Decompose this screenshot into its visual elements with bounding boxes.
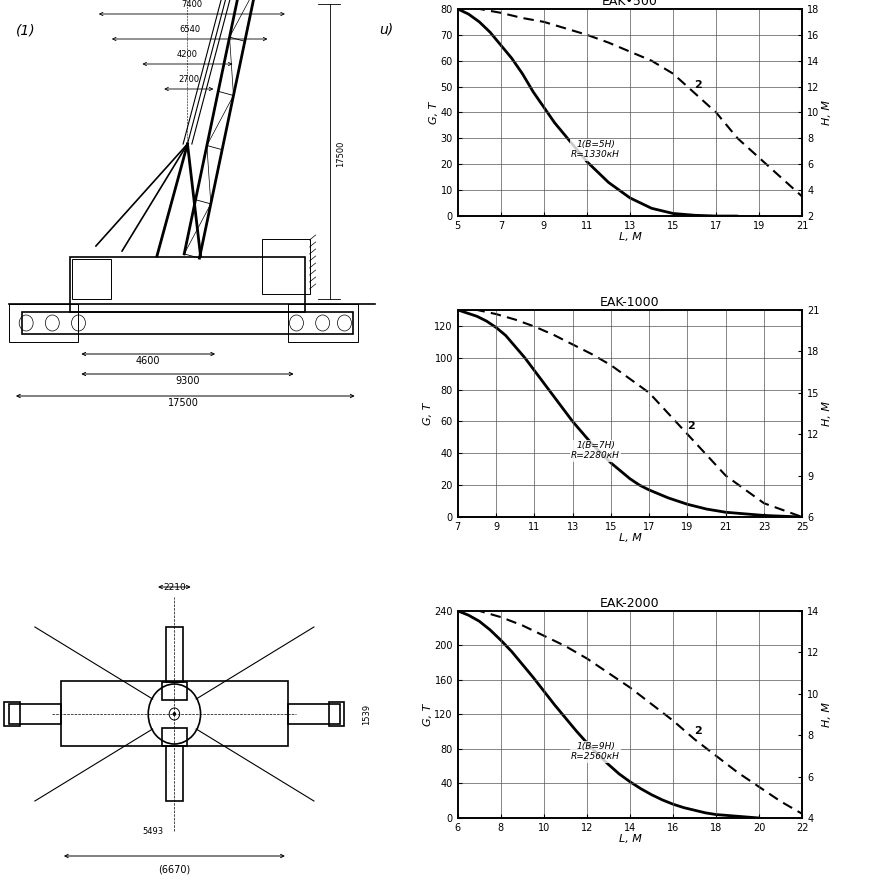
X-axis label: L, M: L, M: [618, 534, 642, 544]
Bar: [9, 704, 61, 724]
Title: EAK-1000: EAK-1000: [600, 296, 660, 308]
Text: 1(B=5H)
R=1330кН: 1(B=5H) R=1330кН: [571, 140, 620, 159]
Text: 2: 2: [687, 421, 695, 431]
Text: 2: 2: [695, 726, 702, 736]
Text: 6540: 6540: [179, 25, 201, 34]
Text: 9300: 9300: [175, 376, 200, 386]
Y-axis label: G, T: G, T: [423, 402, 433, 425]
Bar: [166, 746, 183, 801]
Bar: [166, 627, 183, 682]
Bar: [22, 312, 353, 334]
Bar: [4, 702, 20, 726]
Text: 5493: 5493: [142, 826, 163, 836]
Text: (1): (1): [16, 24, 36, 38]
Text: 1539: 1539: [362, 704, 371, 724]
Y-axis label: H, M: H, M: [822, 401, 832, 426]
Bar: [162, 728, 187, 746]
Bar: [262, 239, 310, 294]
Text: 7400: 7400: [181, 0, 202, 9]
X-axis label: L, M: L, M: [618, 232, 642, 242]
Text: 1(B=9H)
R=2560кН: 1(B=9H) R=2560кН: [571, 742, 620, 762]
Title: EAK•500: EAK•500: [602, 0, 658, 8]
Text: 4600: 4600: [136, 356, 160, 366]
Y-axis label: H, M: H, M: [822, 702, 832, 727]
Bar: [288, 704, 340, 724]
Text: 4200: 4200: [177, 50, 198, 59]
Bar: [61, 681, 288, 746]
Text: 1(B=7H)
R=2280кН: 1(B=7H) R=2280кН: [571, 441, 620, 460]
Bar: [9, 304, 78, 342]
Bar: [72, 259, 111, 299]
Y-axis label: H, M: H, M: [822, 100, 832, 125]
X-axis label: L, M: L, M: [618, 834, 642, 844]
Text: 17500: 17500: [167, 398, 199, 408]
Y-axis label: G, T: G, T: [423, 704, 433, 726]
Text: 2700: 2700: [178, 75, 200, 84]
Circle shape: [173, 712, 176, 716]
Text: 17500: 17500: [336, 141, 344, 167]
Bar: [288, 304, 358, 342]
Text: 2210: 2210: [163, 583, 186, 592]
Title: EAK-2000: EAK-2000: [600, 596, 660, 610]
Bar: [162, 682, 187, 700]
Bar: [70, 257, 305, 312]
Y-axis label: G, T: G, T: [429, 101, 439, 123]
Bar: [329, 702, 344, 726]
Text: 2: 2: [695, 80, 702, 90]
Text: u): u): [379, 22, 393, 37]
Text: (6670): (6670): [159, 864, 190, 874]
